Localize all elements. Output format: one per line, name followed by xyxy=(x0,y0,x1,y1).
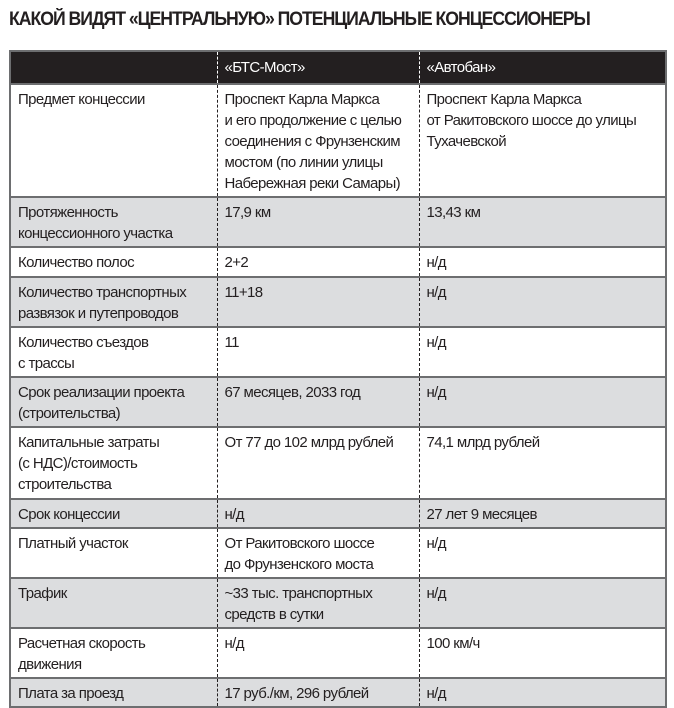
cell-avtoban: 100 км/ч xyxy=(418,627,666,678)
header-parameter xyxy=(10,51,217,84)
header-row: «БТС-Мост» «Автобан» xyxy=(10,51,666,84)
cell-avtoban: 74,1 млрд рублей xyxy=(418,426,666,499)
cell-bts-most: н/д xyxy=(216,498,419,528)
table-title: КАКОЙ ВИДЯТ «ЦЕНТРАЛЬНУЮ» ПОТЕНЦИАЛЬНЫЕ … xyxy=(9,9,591,30)
row-label: Количество полос xyxy=(10,246,217,277)
row-label: Плата за проезд xyxy=(10,677,217,707)
cell-bts-most: От 77 до 102 млрд рублей xyxy=(216,426,419,499)
table-row: Плата за проезд 17 руб./км, 296 рублей н/д xyxy=(10,677,666,707)
table-row: Расчетная скорость движения н/д 100 км/ч xyxy=(10,627,666,678)
cell-bts-most: 17,9 км xyxy=(216,196,419,247)
cell-bts-most: н/д xyxy=(216,627,419,678)
table-row: Количество съездов с трассы 11 н/д xyxy=(10,326,666,377)
row-label: Трафик xyxy=(10,577,217,628)
row-label: Предмет концессии xyxy=(10,83,217,197)
row-label: Количество съездов с трассы xyxy=(10,326,217,377)
table-row: Срок концессии н/д 27 лет 9 месяцев xyxy=(10,498,666,528)
table-row: Предмет концессии Проспект Карла Маркса и… xyxy=(10,83,666,197)
concession-comparison-table: «БТС-Мост» «Автобан» Предмет концессии Пр… xyxy=(9,50,667,708)
cell-avtoban: н/д xyxy=(418,376,666,427)
row-label: Капитальные затраты (с НДС)/стоимость ст… xyxy=(10,426,217,499)
row-label: Количество транспортных развязок и путеп… xyxy=(10,276,217,327)
cell-bts-most: 17 руб./км, 296 рублей xyxy=(216,677,419,707)
table-row: Количество полос 2+2 н/д xyxy=(10,246,666,277)
table-row: Платный участок От Ракитовского шоссе до … xyxy=(10,527,666,578)
header-avtoban: «Автобан» xyxy=(418,51,666,84)
cell-avtoban: Проспект Карла Маркса от Ракитовского шо… xyxy=(418,83,666,197)
cell-bts-most: От Ракитовского шоссе до Фрунзенского мо… xyxy=(216,527,419,578)
cell-bts-most: 11+18 xyxy=(216,276,419,327)
table-row: Количество транспортных развязок и путеп… xyxy=(10,276,666,327)
cell-avtoban: 13,43 км xyxy=(418,196,666,247)
cell-bts-most: 67 месяцев, 2033 год xyxy=(216,376,419,427)
row-label: Платный участок xyxy=(10,527,217,578)
row-label: Протяженность концессионного участка xyxy=(10,196,217,247)
cell-avtoban: н/д xyxy=(418,326,666,377)
table-row: Трафик ~33 тыс. транспортных средств в су… xyxy=(10,577,666,628)
header-bts-most: «БТС-Мост» xyxy=(216,51,419,84)
cell-bts-most: Проспект Карла Маркса и его продолжение … xyxy=(216,83,419,197)
row-label: Срок реализации проекта (строительства) xyxy=(10,376,217,427)
cell-bts-most: ~33 тыс. транспортных средств в сутки xyxy=(216,577,419,628)
cell-avtoban: 27 лет 9 месяцев xyxy=(418,498,666,528)
table-row: Срок реализации проекта (строительства) 6… xyxy=(10,376,666,427)
cell-bts-most: 11 xyxy=(216,326,419,377)
table-row: Капитальные затраты (с НДС)/стоимость ст… xyxy=(10,426,666,499)
cell-bts-most: 2+2 xyxy=(216,246,419,277)
row-label: Расчетная скорость движения xyxy=(10,627,217,678)
cell-avtoban: н/д xyxy=(418,246,666,277)
row-label: Срок концессии xyxy=(10,498,217,528)
cell-avtoban: н/д xyxy=(418,677,666,707)
cell-avtoban: н/д xyxy=(418,527,666,578)
cell-avtoban: н/д xyxy=(418,577,666,628)
cell-avtoban: н/д xyxy=(418,276,666,327)
table-row: Протяженность концессионного участка 17,9… xyxy=(10,196,666,247)
